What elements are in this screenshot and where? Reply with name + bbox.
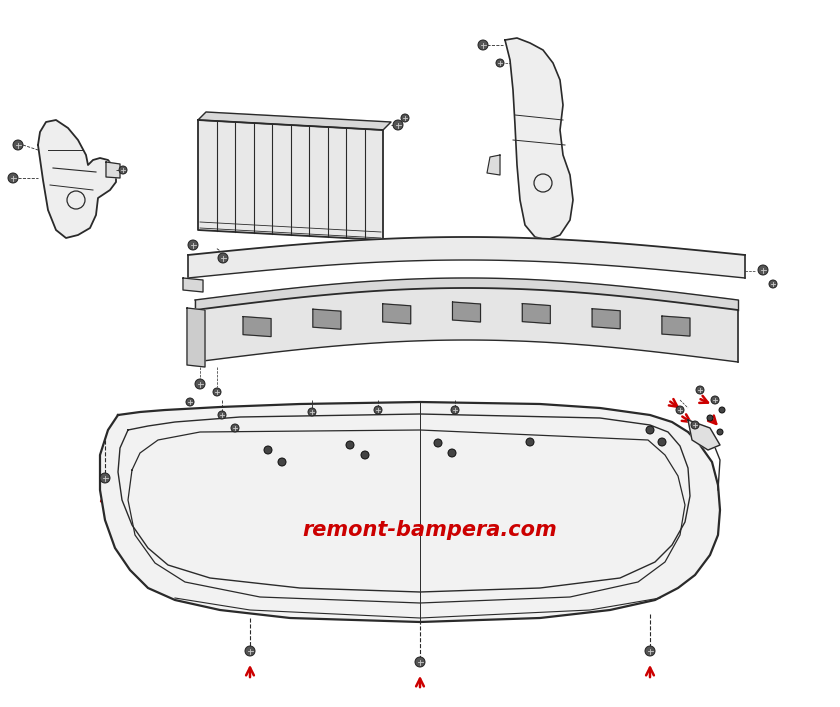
Circle shape — [245, 646, 255, 656]
Circle shape — [213, 388, 221, 396]
Circle shape — [415, 657, 425, 667]
Polygon shape — [100, 402, 720, 622]
Polygon shape — [662, 316, 690, 336]
Circle shape — [676, 406, 684, 414]
Circle shape — [451, 406, 459, 414]
Polygon shape — [522, 303, 550, 324]
Circle shape — [717, 429, 723, 435]
Circle shape — [496, 59, 504, 67]
Circle shape — [195, 379, 205, 389]
Circle shape — [646, 426, 654, 434]
Polygon shape — [106, 162, 120, 178]
Polygon shape — [187, 308, 205, 367]
Circle shape — [374, 406, 382, 414]
Circle shape — [361, 451, 369, 459]
Polygon shape — [312, 309, 341, 329]
Polygon shape — [243, 317, 271, 337]
Circle shape — [478, 40, 488, 50]
Circle shape — [691, 421, 699, 429]
Polygon shape — [453, 302, 480, 322]
Polygon shape — [188, 237, 745, 278]
Circle shape — [308, 408, 316, 416]
Circle shape — [719, 407, 725, 413]
Circle shape — [188, 240, 198, 250]
Polygon shape — [198, 112, 391, 130]
Circle shape — [100, 473, 110, 483]
Polygon shape — [592, 309, 620, 329]
Circle shape — [264, 446, 272, 454]
Circle shape — [346, 441, 354, 449]
Polygon shape — [688, 420, 720, 450]
Circle shape — [645, 646, 655, 656]
Circle shape — [218, 411, 226, 419]
Circle shape — [526, 438, 534, 446]
Text: remont-bampera.com: remont-bampera.com — [302, 520, 558, 540]
Circle shape — [707, 415, 713, 421]
Circle shape — [186, 398, 194, 406]
Polygon shape — [505, 38, 573, 240]
Polygon shape — [195, 288, 738, 362]
Circle shape — [278, 458, 286, 466]
Polygon shape — [487, 155, 500, 175]
Circle shape — [119, 166, 127, 174]
Circle shape — [758, 265, 768, 275]
Circle shape — [711, 396, 719, 404]
Polygon shape — [195, 278, 738, 310]
Circle shape — [393, 120, 403, 130]
Circle shape — [696, 386, 704, 394]
Polygon shape — [38, 120, 116, 238]
Circle shape — [218, 253, 228, 263]
Circle shape — [434, 439, 442, 447]
Circle shape — [448, 449, 456, 457]
Circle shape — [231, 424, 239, 432]
Circle shape — [658, 438, 666, 446]
Circle shape — [401, 114, 409, 122]
Polygon shape — [183, 278, 203, 292]
Circle shape — [769, 280, 777, 288]
Polygon shape — [198, 120, 383, 240]
Circle shape — [8, 173, 18, 183]
Polygon shape — [383, 304, 411, 324]
Circle shape — [13, 140, 23, 150]
